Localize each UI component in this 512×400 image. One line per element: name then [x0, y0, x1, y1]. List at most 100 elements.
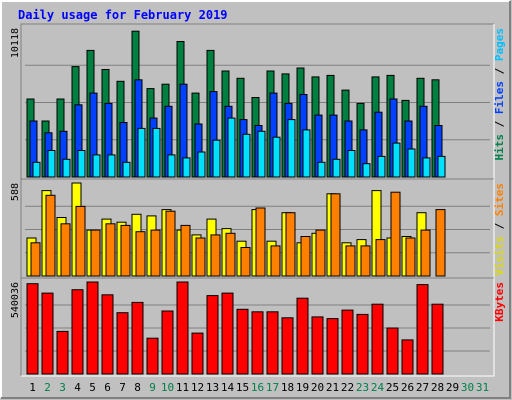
bar-sites-day-23	[360, 245, 371, 277]
bar-pages-day-14	[227, 117, 236, 178]
x-tick-label: 14	[221, 381, 235, 394]
x-tick-label: 5	[89, 381, 96, 394]
bar-sites-day-8	[135, 231, 146, 277]
bar-sites-day-2	[45, 194, 56, 277]
bar-kbytes-day-4	[71, 289, 84, 375]
bar-pages-day-6	[107, 154, 116, 178]
x-tick-label: 21	[326, 381, 339, 394]
bar-kbytes-day-15	[236, 308, 249, 375]
bar-sites-day-21	[330, 193, 341, 277]
x-tick-label: 28	[431, 381, 444, 394]
legend-entry: KBytes	[493, 282, 506, 322]
panel-kbytes-frame-shadow	[20, 277, 494, 376]
bar-pages-day-12	[197, 151, 206, 178]
bar-pages-day-21	[332, 158, 341, 178]
bar-pages-day-13	[212, 139, 221, 178]
bar-kbytes-day-14	[221, 292, 234, 375]
bar-kbytes-day-20	[311, 316, 324, 375]
bar-pages-day-24	[377, 155, 386, 178]
x-tick-label: 17	[266, 381, 279, 394]
bar-sites-day-19	[300, 236, 311, 277]
bar-sites-day-5	[90, 229, 101, 277]
bar-sites-day-22	[345, 245, 356, 277]
chart-title: Daily usage for February 2019	[18, 8, 228, 22]
x-tick-label: 16	[251, 381, 264, 394]
bar-kbytes-day-7	[116, 312, 129, 375]
bar-pages-day-10	[167, 154, 176, 178]
bar-sites-day-4	[75, 205, 86, 277]
bar-kbytes-day-12	[191, 332, 204, 375]
bar-kbytes-day-5	[86, 281, 99, 375]
panel-hits-legend: Hits / Files / Pages	[493, 28, 506, 161]
bar-pages-day-25	[392, 142, 401, 178]
x-tick-label: 15	[236, 381, 249, 394]
bar-pages-day-3	[62, 158, 71, 178]
bar-kbytes-day-16	[251, 311, 264, 375]
bar-kbytes-day-28	[431, 303, 444, 375]
x-tick-label: 27	[416, 381, 429, 394]
x-tick-label: 23	[356, 381, 369, 394]
bar-sites-day-15	[240, 247, 251, 277]
x-tick-label: 30	[461, 381, 474, 394]
bar-pages-day-17	[272, 136, 281, 178]
bar-kbytes-day-1	[26, 283, 39, 375]
bar-kbytes-day-8	[131, 301, 144, 375]
bar-sites-day-27	[420, 229, 431, 277]
bar-sites-day-10	[165, 210, 176, 277]
x-tick-label: 1	[29, 381, 36, 394]
bar-kbytes-day-18	[281, 317, 294, 375]
bar-pages-day-28	[437, 155, 446, 178]
bar-pages-day-23	[362, 163, 371, 178]
bar-kbytes-day-24	[371, 303, 384, 375]
x-tick-label: 7	[119, 381, 126, 394]
bar-sites-day-1	[30, 242, 41, 277]
x-tick-label: 29	[446, 381, 459, 394]
bar-pages-day-11	[182, 157, 191, 178]
bar-sites-day-13	[210, 234, 221, 277]
bar-pages-day-16	[257, 130, 266, 178]
bar-pages-day-19	[302, 129, 311, 178]
bar-sites-day-17	[270, 245, 281, 277]
panel-kbytes-frame-highlight	[21, 278, 495, 377]
x-tick-label: 13	[206, 381, 219, 394]
panel-visits-legend: Visits / Sites	[493, 183, 506, 276]
bar-pages-day-15	[242, 133, 251, 178]
bar-sites-day-9	[150, 229, 161, 277]
x-tick-label: 19	[296, 381, 309, 394]
legend-entry: /	[493, 61, 506, 81]
bar-kbytes-day-27	[416, 284, 429, 375]
bar-sites-day-24	[375, 239, 386, 277]
legend-entry: Files	[493, 81, 506, 114]
bar-pages-day-1	[32, 161, 41, 178]
panel-visits: 588 Visits / Sites	[10, 178, 506, 279]
panel-visits-max-label: 588	[10, 183, 21, 201]
panel-hits: 10118 Hits / Files / Pages	[10, 23, 506, 180]
bar-kbytes-day-19	[296, 297, 309, 375]
bar-kbytes-day-11	[176, 281, 189, 375]
bar-kbytes-day-17	[266, 311, 279, 375]
bar-sites-day-18	[285, 212, 296, 277]
bar-kbytes-day-26	[401, 339, 414, 375]
bar-kbytes-day-10	[161, 310, 174, 375]
panel-kbytes: 540036 KBytes	[10, 277, 506, 377]
bar-sites-day-11	[180, 224, 191, 277]
bar-pages-day-7	[122, 161, 131, 178]
x-tick-label: 24	[371, 381, 385, 394]
x-tick-label: 12	[191, 381, 204, 394]
bar-sites-day-28	[435, 209, 446, 277]
bar-kbytes-day-13	[206, 295, 219, 375]
bar-pages-day-5	[92, 154, 101, 178]
x-tick-label: 8	[134, 381, 141, 394]
bar-sites-day-20	[315, 229, 326, 277]
x-tick-label: 9	[149, 381, 156, 394]
bar-pages-day-4	[77, 150, 86, 178]
panel-kbytes-max-label: 540036	[10, 282, 21, 318]
panel-hits-max-label: 10118	[10, 28, 21, 58]
x-tick-label: 20	[311, 381, 324, 394]
bar-kbytes-day-6	[101, 294, 114, 375]
bar-pages-day-18	[287, 119, 296, 178]
legend-entry: Sites	[493, 183, 506, 216]
